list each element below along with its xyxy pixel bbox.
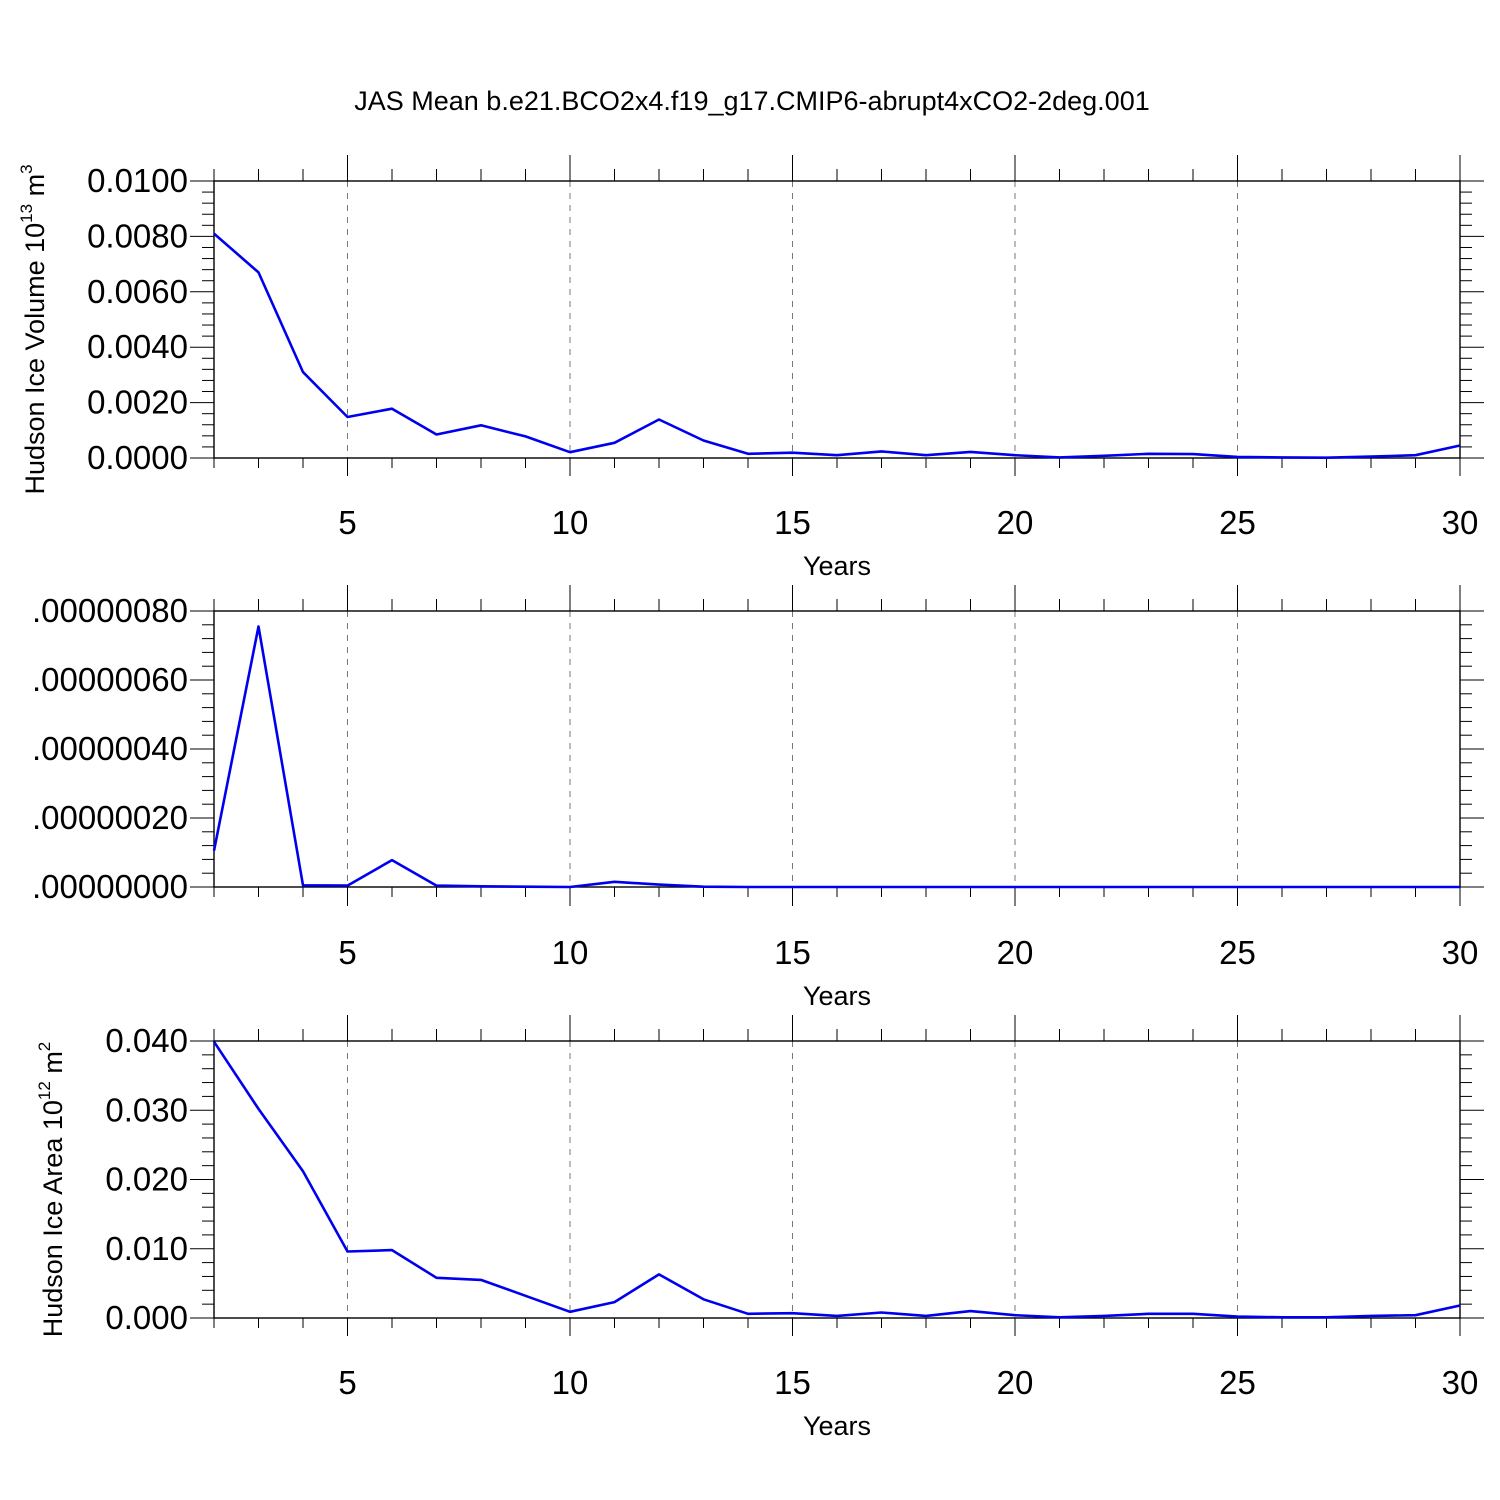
series-line xyxy=(212,625,1460,889)
chart-panel-3: 0.000 0.010 0.020 0.030 0.040 5 10 15 20 25 30 Year… xyxy=(35,1015,1484,1441)
series-line xyxy=(213,232,1461,460)
x-tick-label: 5 xyxy=(338,1364,356,1401)
y-tick-label: 0.0080 xyxy=(87,217,188,254)
x-tick-label: 25 xyxy=(1219,1364,1256,1401)
x-tick-label: 30 xyxy=(1442,504,1479,541)
y-tick-label: 0.040 xyxy=(105,1022,188,1059)
y-axis-title: Hudson Ice Volume 1013 m3 xyxy=(17,164,50,494)
chart-panel-2: .00000000 .00000020 .00000040 .00000060 .000… xyxy=(32,585,1484,1011)
y-axis-title: Hudson Ice Area 1012 m2 xyxy=(35,1042,68,1338)
chart-panel-1: 0.0000 0.0020 0.0040 0.0060 0.0080 0.0100 5 10 1… xyxy=(17,155,1484,581)
plot-frame xyxy=(213,1040,1461,1319)
y-tick-label: 0.020 xyxy=(105,1161,188,1198)
y-tick-label: .00000060 xyxy=(32,661,188,698)
y-tick-label: 0.000 xyxy=(105,1299,188,1336)
x-tick-label: 10 xyxy=(552,504,589,541)
y-tick-label: .00000080 xyxy=(32,592,188,629)
x-tick-label: 25 xyxy=(1219,504,1256,541)
x-tick-label: 10 xyxy=(552,934,589,971)
chart-title: JAS Mean b.e21.BCO2x4.f19_g17.CMIP6-abru… xyxy=(354,86,1149,116)
y-tick-label: .00000020 xyxy=(32,799,188,836)
x-tick-label: 30 xyxy=(1442,934,1479,971)
plot-frame xyxy=(213,610,1461,888)
y-tick-label: .00000040 xyxy=(32,730,188,767)
x-axis-title: Years xyxy=(803,981,871,1011)
x-tick-label: 15 xyxy=(774,1364,811,1401)
series-line xyxy=(212,1040,1461,1319)
y-tick-label: 0.0060 xyxy=(87,273,188,310)
y-tick-label: .00000000 xyxy=(32,868,188,905)
x-tick-label: 5 xyxy=(338,934,356,971)
x-tick-label: 25 xyxy=(1219,934,1256,971)
x-tick-label: 20 xyxy=(997,504,1034,541)
x-tick-label: 15 xyxy=(774,504,811,541)
x-tick-label: 20 xyxy=(997,934,1034,971)
y-tick-label: 0.010 xyxy=(105,1230,188,1267)
x-tick-label: 5 xyxy=(338,504,356,541)
y-tick-label: 0.0100 xyxy=(87,162,188,199)
x-tick-label: 20 xyxy=(997,1364,1034,1401)
y-tick-label: 0.0040 xyxy=(87,328,188,365)
x-axis-title: Years xyxy=(803,1411,871,1441)
y-tick-label: 0.0020 xyxy=(87,384,188,421)
y-tick-label: 0.0000 xyxy=(87,439,188,476)
x-axis-title: Years xyxy=(803,551,871,581)
x-tick-label: 10 xyxy=(552,1364,589,1401)
x-tick-label: 30 xyxy=(1442,1364,1479,1401)
y-tick-label: 0.030 xyxy=(105,1091,188,1128)
x-tick-label: 15 xyxy=(774,934,811,971)
chart-panels: 0.0000 0.0020 0.0040 0.0060 0.0080 0.0100 5 10 1… xyxy=(17,155,1484,1441)
plot-frame xyxy=(213,180,1461,459)
